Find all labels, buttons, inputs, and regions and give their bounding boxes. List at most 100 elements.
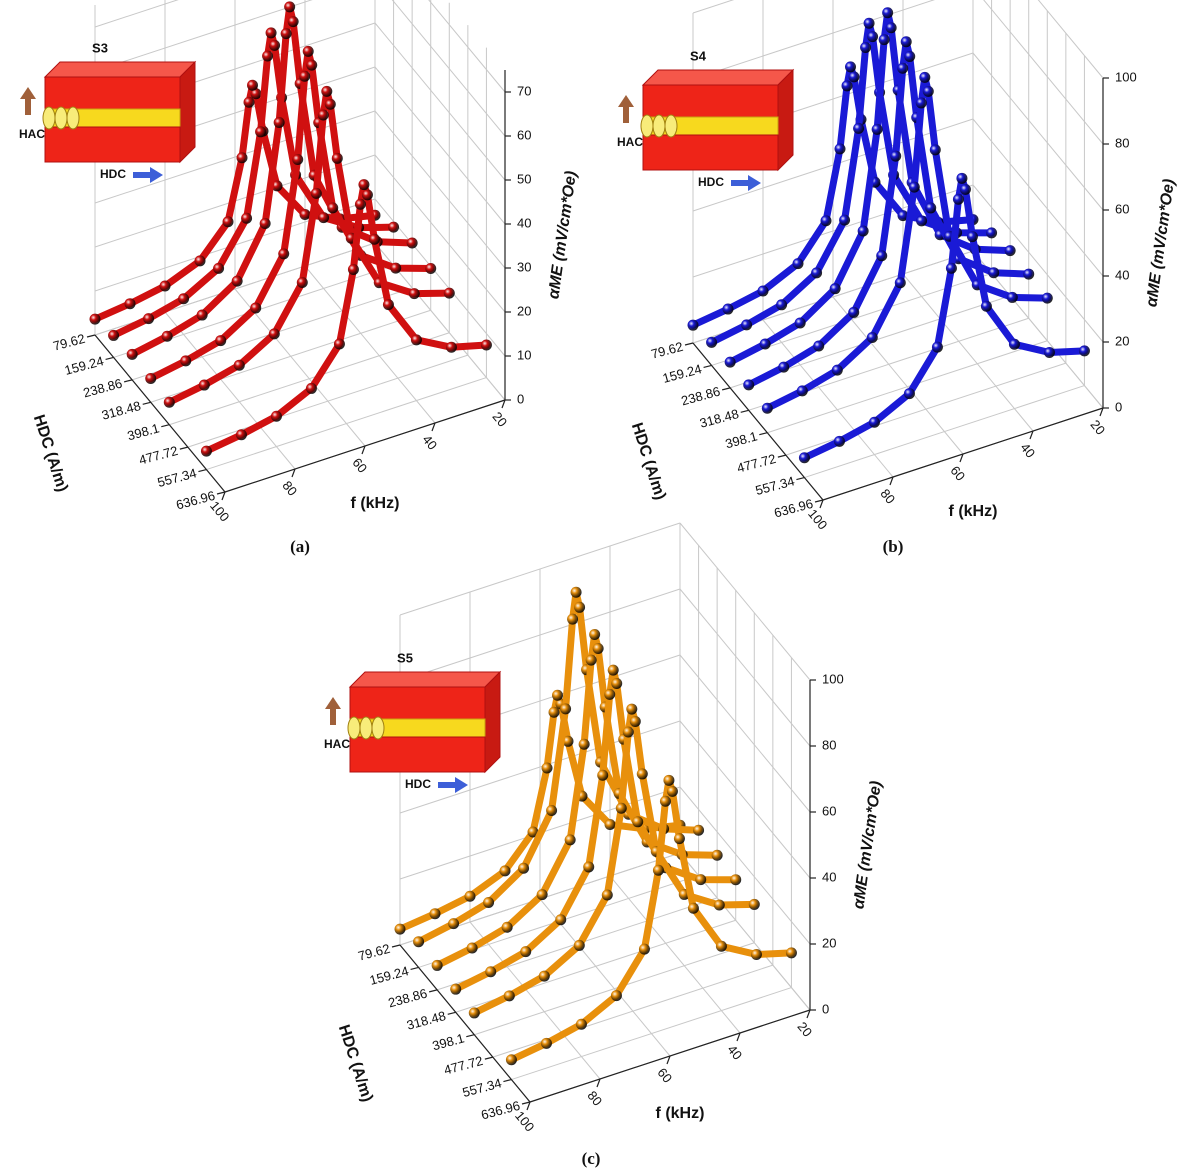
y-axis-title: HDC (A/m) (628, 421, 669, 502)
grid-line (679, 588, 811, 747)
x-tick (431, 422, 436, 432)
data-point (578, 738, 590, 750)
data-point (1004, 245, 1016, 257)
data-point (945, 262, 957, 274)
data-point (292, 154, 304, 166)
grid-line (374, 110, 506, 269)
slab-lower (349, 736, 486, 773)
y-tick (428, 989, 438, 993)
data-point (1041, 292, 1053, 304)
data-point (811, 267, 823, 279)
data-point (695, 874, 707, 886)
data-point (792, 258, 804, 270)
data-point (546, 805, 558, 817)
x-tick-label: 80 (877, 486, 898, 507)
grid-line (187, 354, 469, 448)
grid-line (374, 66, 506, 225)
data-point (269, 39, 281, 51)
hac-arrow (618, 95, 634, 123)
data-point (161, 330, 173, 342)
data-point (250, 302, 262, 314)
data-point (759, 338, 771, 350)
data-point (485, 966, 497, 978)
caption: (c) (582, 1149, 601, 1168)
grid-line (679, 786, 811, 945)
y-axis (94, 334, 226, 493)
data-point (597, 769, 609, 781)
y-tick-label: 159.24 (63, 353, 105, 378)
data-point (663, 774, 675, 786)
data-point (798, 452, 810, 464)
data-point (194, 255, 206, 267)
data-point (331, 152, 343, 164)
data-point (885, 22, 897, 34)
grid-line (832, 296, 964, 455)
data-point (601, 889, 613, 901)
data-point (776, 299, 788, 311)
data-point (562, 735, 574, 747)
data-point (1008, 338, 1020, 350)
x-tick-label: 80 (279, 478, 300, 499)
data-point (931, 341, 943, 353)
data-point (468, 1007, 480, 1019)
slab-upper (44, 76, 181, 110)
hdc-arrow (438, 777, 468, 793)
data-point (638, 943, 650, 955)
data-point (163, 396, 175, 408)
inset: S3 HAC HDC (19, 40, 197, 183)
x-tick-label: 60 (947, 463, 968, 484)
data-point (255, 126, 267, 138)
grid-line (972, 52, 1104, 211)
data-point (1023, 268, 1035, 280)
x-tick (1099, 407, 1104, 417)
y-tick-label: 79.62 (51, 331, 86, 354)
grid-line (511, 987, 792, 1081)
y-tick-label: 557.34 (461, 1075, 503, 1100)
grid-line (785, 362, 1067, 456)
data-point (929, 144, 941, 156)
x-tick-label: 20 (1087, 417, 1108, 438)
y-tick-label: 557.34 (754, 473, 796, 498)
data-point (89, 313, 101, 325)
z-tick-label: 60 (517, 127, 531, 142)
data-point (555, 914, 567, 926)
hdc-arrow (133, 167, 163, 183)
grid-line (609, 875, 741, 1034)
data-point (831, 364, 843, 376)
data-point (585, 654, 597, 666)
data-point (124, 298, 136, 310)
data-point (196, 309, 208, 321)
data-point (431, 959, 443, 971)
y-tick (142, 401, 151, 405)
data-point (273, 117, 285, 129)
x-tick-label: 40 (419, 432, 440, 453)
data-point (501, 921, 513, 933)
grid-line (234, 288, 366, 447)
data-point (213, 262, 225, 274)
slab-side (179, 60, 196, 164)
slab-top (43, 61, 197, 78)
x-axis-title: f (kHz) (949, 503, 998, 520)
y-tick-label: 79.62 (649, 339, 684, 362)
data-point (548, 706, 560, 718)
data-point (866, 331, 878, 343)
y-tick-label: 318.48 (698, 406, 740, 431)
x-tick (361, 445, 366, 455)
x-axis-title: f (kHz) (351, 495, 400, 512)
grid-line (399, 588, 681, 682)
data-point (922, 85, 934, 97)
data-point (919, 71, 931, 83)
data-point (247, 79, 258, 91)
data-point (986, 227, 998, 239)
data-point (652, 864, 664, 876)
data-point (296, 276, 308, 288)
data-point (980, 300, 992, 312)
grid-line (679, 654, 811, 813)
data-point (448, 918, 460, 930)
data-point (592, 643, 604, 655)
data-point (445, 341, 457, 353)
x-tick-label: 60 (654, 1065, 675, 1086)
hdc-arrow (731, 175, 761, 191)
inset-hdc: HDC (405, 777, 431, 791)
caption: (a) (290, 537, 310, 556)
